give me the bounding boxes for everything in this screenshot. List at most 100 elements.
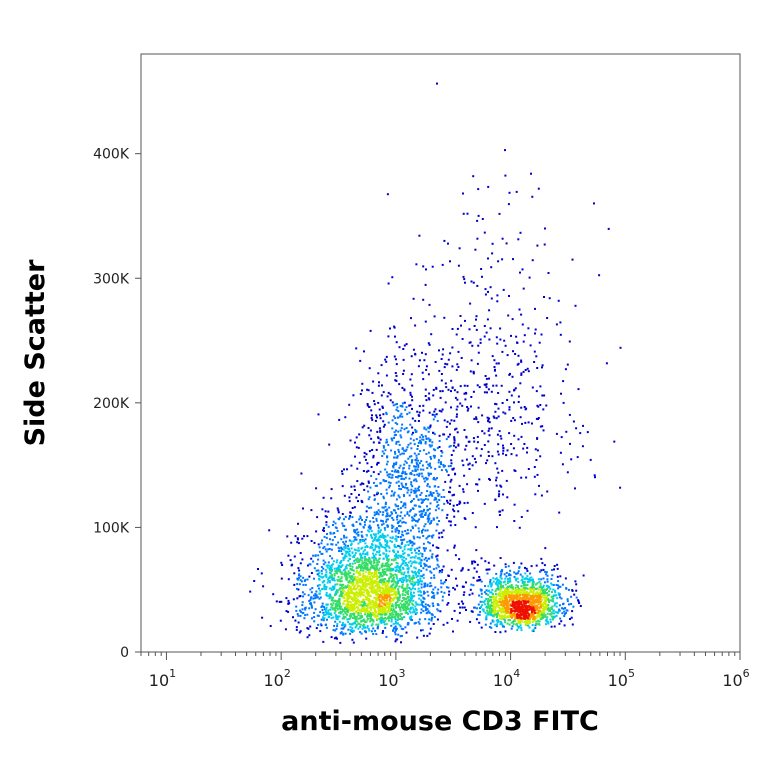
event-point <box>346 618 349 621</box>
event-point <box>369 571 371 574</box>
event-point <box>456 504 459 506</box>
event-point <box>493 359 496 362</box>
event-point <box>514 615 517 618</box>
event-point <box>386 542 388 545</box>
event-point <box>502 444 504 447</box>
event-point <box>411 587 414 590</box>
event-point <box>515 590 518 592</box>
event-point <box>374 608 377 611</box>
event-point <box>363 606 366 609</box>
event-point <box>414 478 417 481</box>
event-point <box>428 618 431 621</box>
event-point <box>367 617 369 620</box>
event-point <box>397 570 400 573</box>
event-point <box>386 395 389 398</box>
event-point <box>395 441 398 443</box>
event-point <box>423 477 425 480</box>
event-point <box>545 606 548 609</box>
event-point <box>546 580 549 583</box>
event-point <box>360 632 363 635</box>
event-point <box>410 455 413 458</box>
event-point <box>619 346 622 349</box>
event-point <box>530 565 533 568</box>
event-point <box>424 529 427 532</box>
event-point <box>316 516 319 519</box>
event-point <box>333 624 336 627</box>
event-point <box>536 615 539 618</box>
event-point <box>356 609 359 612</box>
event-point <box>545 623 547 626</box>
event-point <box>387 335 390 338</box>
event-point <box>303 535 305 538</box>
event-point <box>401 386 404 389</box>
event-point <box>333 586 336 589</box>
event-point <box>427 594 430 597</box>
event-point <box>340 550 343 553</box>
event-point <box>358 611 361 614</box>
event-point <box>381 562 384 565</box>
event-point <box>415 581 418 584</box>
event-point <box>362 598 364 601</box>
event-point <box>409 393 412 396</box>
event-point <box>315 627 318 630</box>
event-point <box>408 455 411 458</box>
event-point <box>499 435 502 438</box>
event-point <box>299 630 302 633</box>
event-point <box>497 582 500 585</box>
event-point <box>489 580 492 583</box>
event-point <box>435 555 438 558</box>
event-point <box>322 575 325 578</box>
event-point <box>394 452 397 455</box>
event-point <box>400 538 403 541</box>
event-point <box>306 578 309 581</box>
event-point <box>362 526 365 529</box>
event-point <box>321 605 324 608</box>
event-point <box>313 567 316 570</box>
event-point <box>340 592 343 595</box>
event-point <box>378 611 380 614</box>
event-point <box>504 590 507 593</box>
event-point <box>541 594 544 597</box>
event-point <box>317 554 320 557</box>
event-point <box>434 509 437 512</box>
event-point <box>374 419 377 422</box>
event-point <box>388 595 390 598</box>
event-point <box>409 601 412 604</box>
event-point <box>534 332 536 335</box>
event-point <box>436 501 439 504</box>
event-point <box>421 553 424 556</box>
event-point <box>367 560 370 563</box>
event-point <box>492 598 495 601</box>
event-point <box>381 405 384 408</box>
event-point <box>363 559 366 562</box>
event-point <box>519 231 522 234</box>
event-point <box>398 579 401 582</box>
event-point <box>411 399 414 402</box>
event-point <box>359 393 362 395</box>
event-point <box>403 401 406 404</box>
event-point <box>366 577 369 580</box>
event-point <box>335 602 338 605</box>
event-point <box>514 353 517 355</box>
event-point <box>401 618 404 621</box>
event-point <box>501 600 504 603</box>
event-point <box>438 349 440 352</box>
event-point <box>337 541 340 544</box>
event-point <box>313 541 316 544</box>
event-point <box>502 618 505 621</box>
event-point <box>441 408 444 411</box>
event-point <box>308 634 311 637</box>
event-point <box>325 521 328 524</box>
event-point <box>497 443 500 446</box>
event-point <box>503 604 506 607</box>
event-point <box>433 478 436 481</box>
event-point <box>366 596 368 599</box>
event-point <box>382 506 385 509</box>
event-point <box>480 268 483 270</box>
event-point <box>544 227 546 230</box>
event-point <box>502 608 505 611</box>
event-point <box>350 608 353 611</box>
event-point <box>467 407 470 410</box>
event-point <box>488 434 491 437</box>
event-point <box>387 586 390 589</box>
